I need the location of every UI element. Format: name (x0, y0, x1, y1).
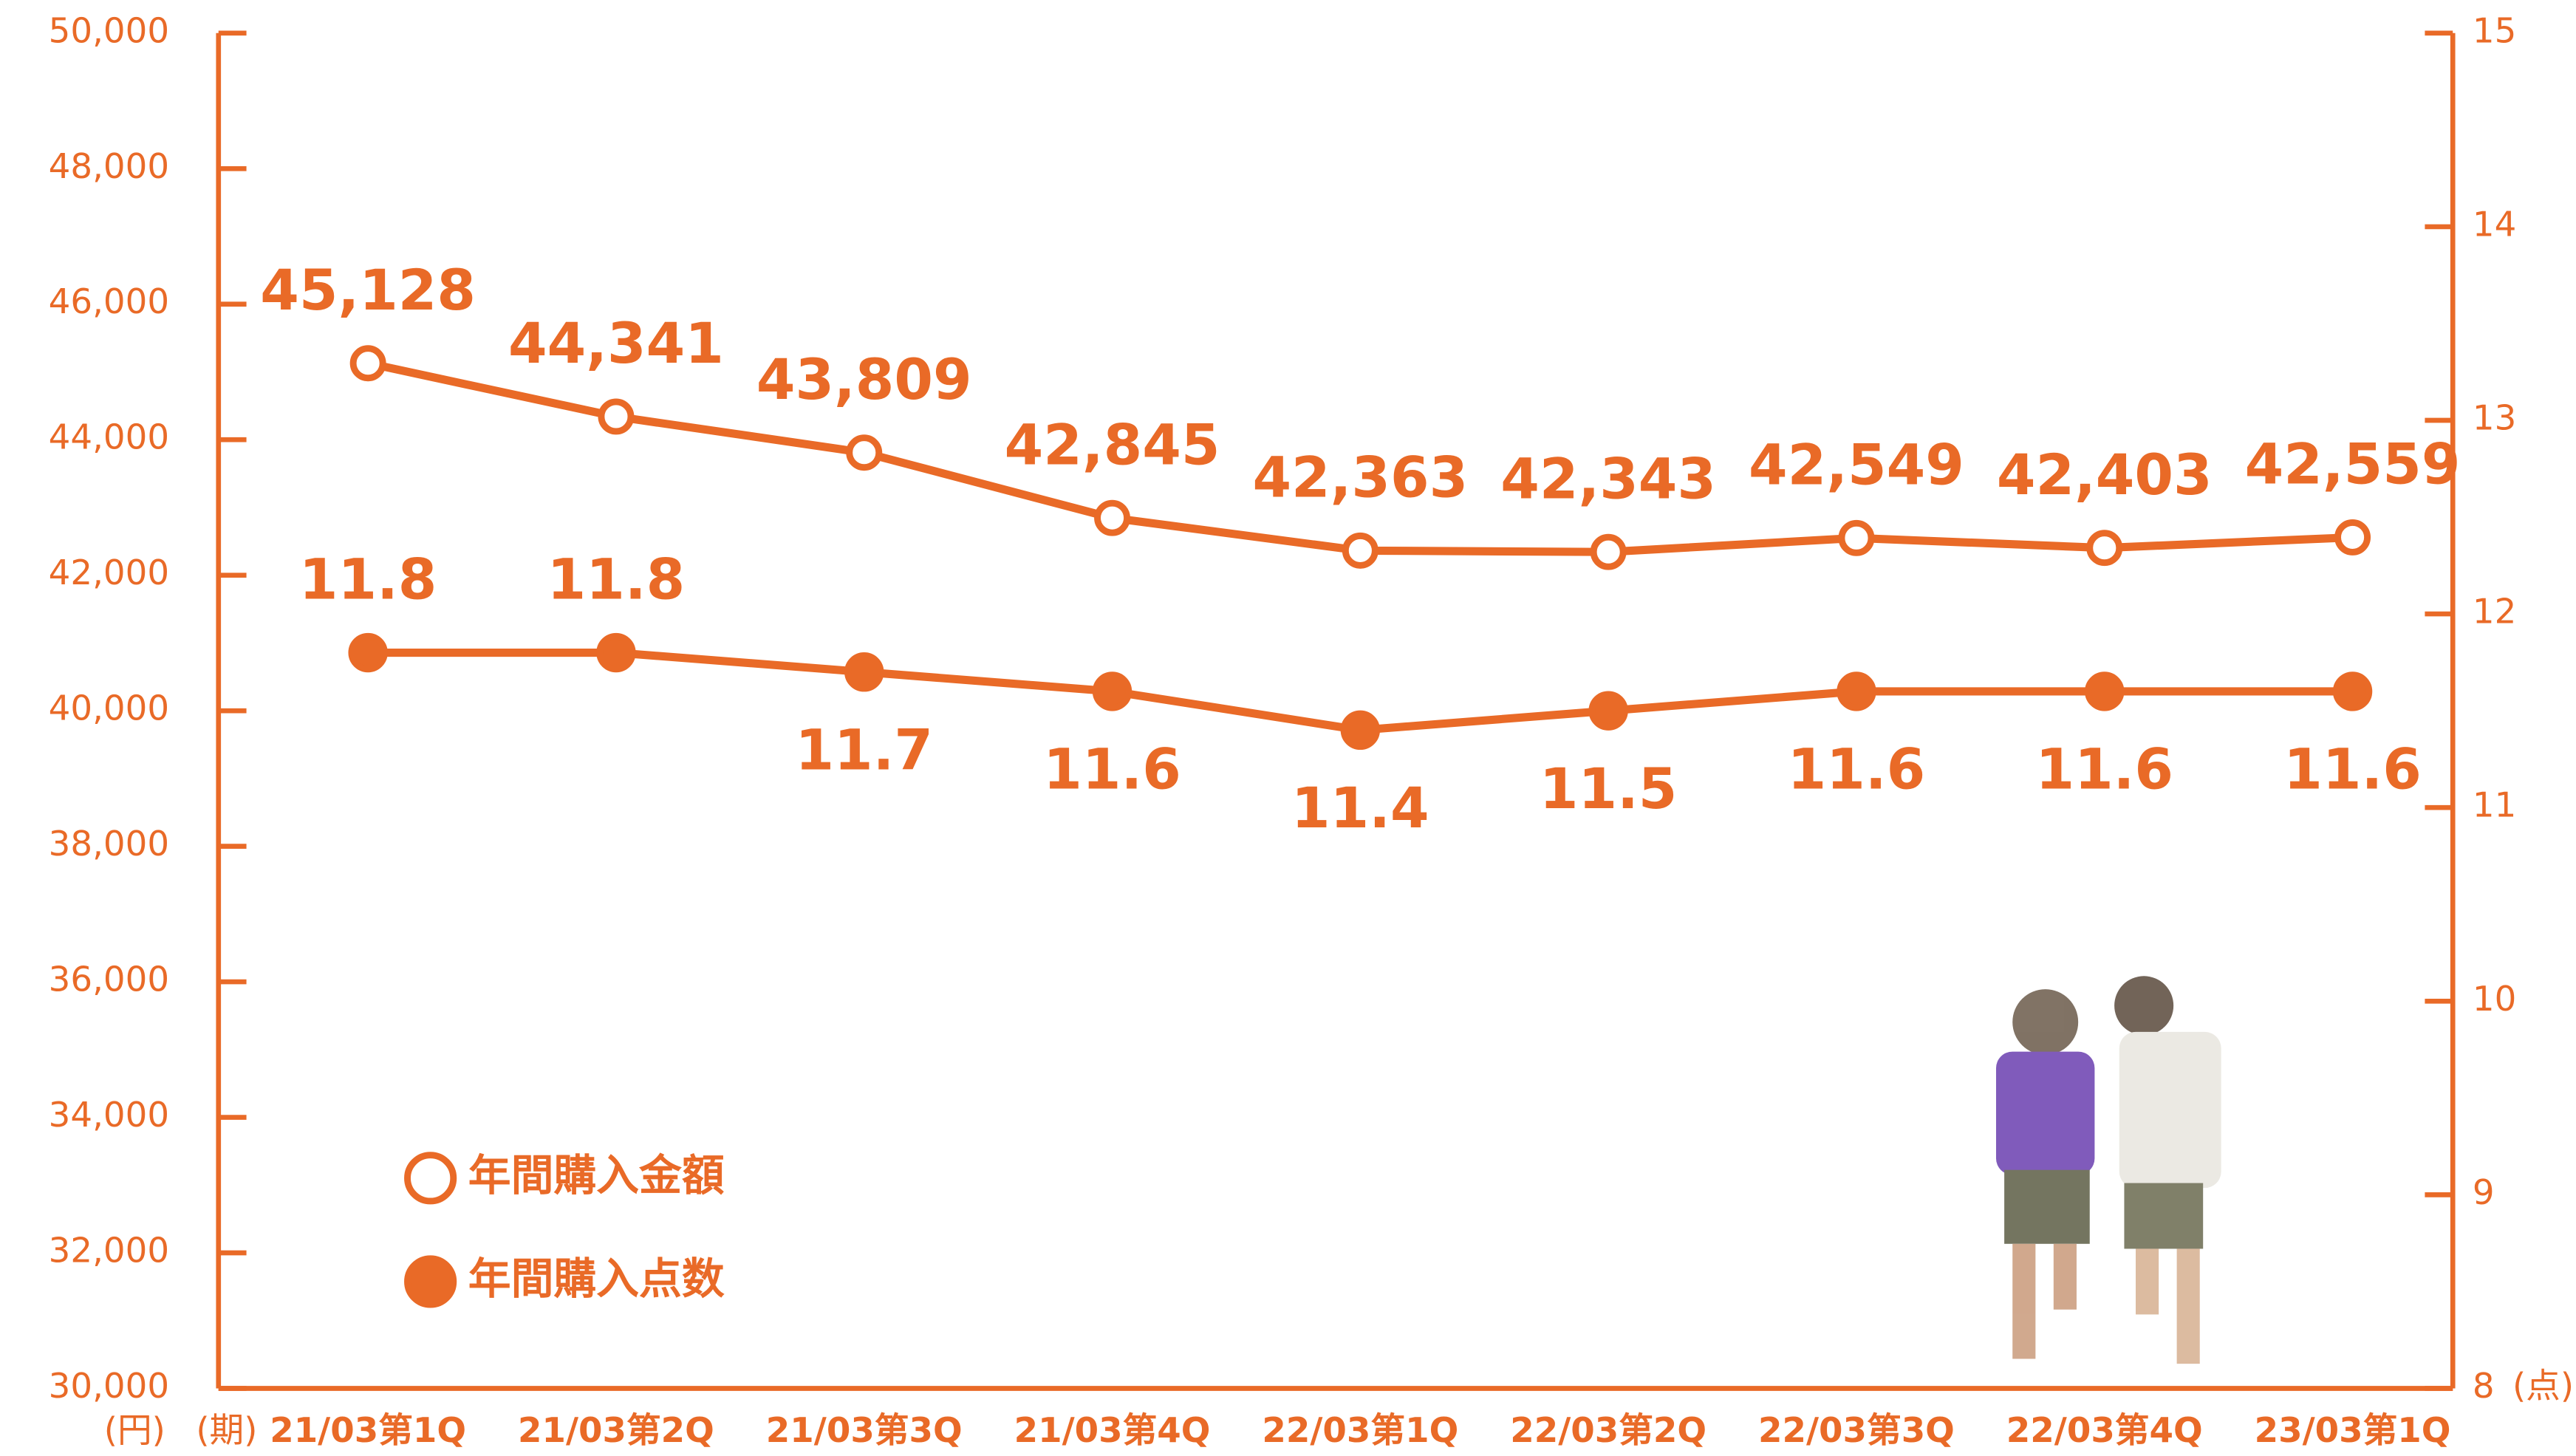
y-tick-label: 42,000 (49, 553, 169, 593)
y-tick-label: 46,000 (49, 282, 169, 322)
marker (1837, 671, 1876, 711)
value-label: 42,343 (1500, 446, 1716, 511)
x-unit: (期) (196, 1411, 257, 1451)
y-tick-label: 32,000 (49, 1231, 169, 1271)
value-label: 42,549 (1749, 432, 1964, 497)
marker (1590, 533, 1627, 570)
marker (1340, 710, 1381, 751)
y-tick-label: 40,000 (49, 689, 169, 729)
y-tick-label: 44,000 (49, 418, 169, 458)
value-label: 42,845 (1005, 412, 1220, 477)
photo (1995, 976, 2221, 1364)
marker (1838, 519, 1875, 556)
y2-tick-label: 9 (2473, 1173, 2495, 1213)
y-tick-label: 34,000 (49, 1096, 169, 1135)
marker (2086, 530, 2123, 567)
y-tick-label: 30,000 (49, 1367, 169, 1407)
value-label: 42,403 (1997, 442, 2213, 507)
legend-label: 年間購入点数 (468, 1254, 725, 1304)
value-label: 42,559 (2245, 432, 2461, 497)
value-label: 11.5 (1540, 756, 1678, 821)
value-label: 11.6 (2035, 737, 2173, 802)
y2-unit: (点) (2512, 1367, 2574, 1407)
y2-tick-label: 12 (2473, 592, 2516, 632)
x-tick-label: 21/03第4Q (1014, 1411, 1211, 1451)
y2-tick-label: 10 (2473, 980, 2516, 1019)
x-tick-label: 21/03第1Q (270, 1411, 466, 1451)
marker (1342, 532, 1378, 569)
value-label: 11.7 (795, 717, 933, 782)
marker (844, 652, 884, 692)
x-tick-label: 22/03第2Q (1510, 1411, 1706, 1451)
y2-tick-label: 13 (2473, 399, 2516, 439)
marker (1094, 499, 1131, 536)
marker (1092, 671, 1132, 711)
marker (348, 632, 388, 673)
legend-marker (404, 1255, 457, 1308)
marker (596, 632, 636, 673)
value-label: 11.6 (1043, 737, 1181, 802)
y-unit: (円) (104, 1411, 165, 1451)
value-label: 11.6 (1788, 737, 1926, 802)
value-label: 43,809 (756, 347, 972, 412)
value-label: 11.8 (299, 547, 437, 612)
y-tick-label: 50,000 (49, 11, 169, 51)
marker (2085, 671, 2125, 711)
x-tick-label: 22/03第3Q (1758, 1411, 1955, 1451)
x-tick-label: 23/03第1Q (2255, 1411, 2451, 1451)
marker (2334, 519, 2371, 556)
y2-tick-label: 11 (2473, 786, 2516, 826)
x-tick-label: 21/03第2Q (518, 1411, 714, 1451)
value-label: 45,128 (260, 258, 476, 323)
value-label: 44,341 (508, 311, 724, 376)
value-label: 11.8 (547, 547, 686, 612)
value-label: 11.4 (1291, 776, 1429, 841)
y2-tick-label: 15 (2473, 11, 2516, 51)
y2-tick-label: 8 (2473, 1367, 2495, 1407)
marker (349, 345, 386, 382)
y-tick-label: 36,000 (49, 960, 169, 1000)
marker (846, 434, 883, 471)
legend-marker (404, 1152, 457, 1205)
marker (598, 398, 635, 435)
y-tick-label: 38,000 (49, 824, 169, 864)
value-label: 42,363 (1252, 445, 1468, 510)
x-tick-label: 21/03第3Q (766, 1411, 963, 1451)
marker (2332, 671, 2373, 711)
value-label: 11.6 (2283, 737, 2422, 802)
x-tick-label: 22/03第4Q (2006, 1411, 2203, 1451)
x-tick-label: 22/03第1Q (1262, 1411, 1458, 1451)
y2-tick-label: 14 (2473, 205, 2516, 245)
legend-label: 年間購入金額 (468, 1150, 725, 1200)
y-tick-label: 48,000 (49, 147, 169, 187)
marker (1588, 691, 1628, 731)
